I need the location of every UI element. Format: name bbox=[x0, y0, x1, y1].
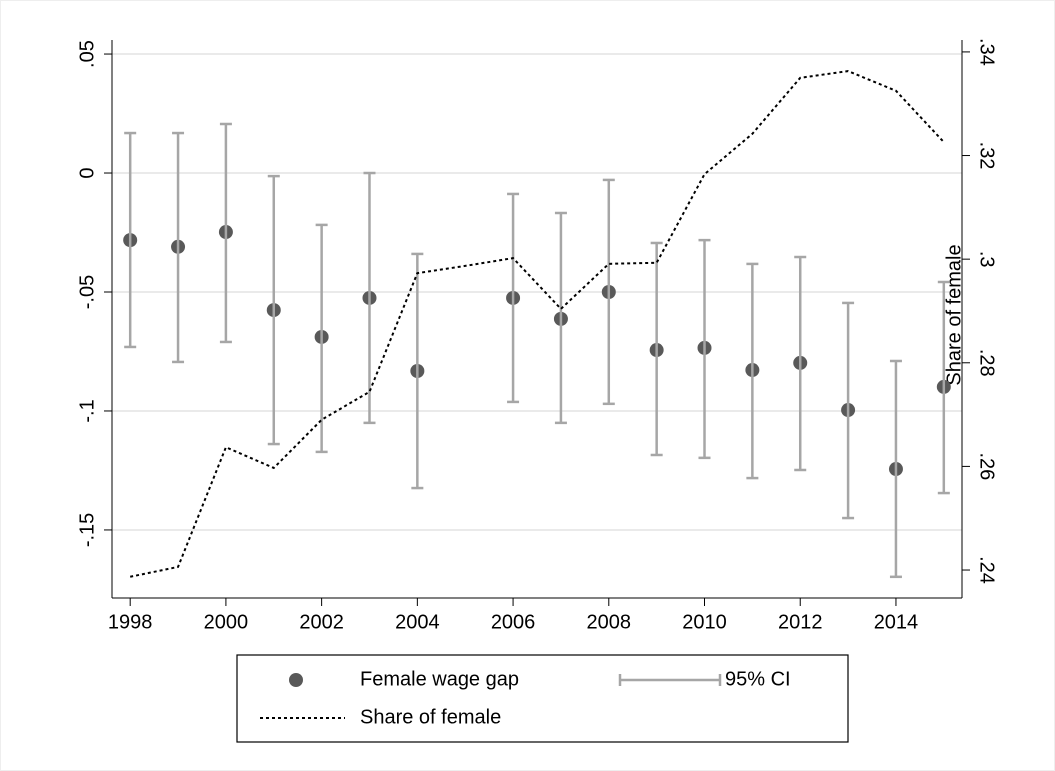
legend-box bbox=[236, 654, 849, 743]
line bbox=[129, 70, 945, 578]
y2-axis-title: Share of female bbox=[943, 244, 965, 385]
error-bar bbox=[219, 122, 232, 344]
x-tick-label: 2006 bbox=[491, 611, 536, 633]
y2-tick-label: .3 bbox=[976, 251, 998, 268]
y-tick-label: -.1 bbox=[76, 399, 98, 422]
error-bar bbox=[602, 178, 615, 406]
y-tick-label: .05 bbox=[76, 40, 98, 68]
x-tick-label: 2004 bbox=[395, 611, 440, 633]
y-tick-label: -.15 bbox=[76, 513, 98, 547]
error-bar bbox=[794, 255, 807, 472]
error-bar bbox=[172, 131, 185, 364]
error-bar bbox=[124, 131, 137, 349]
error-bar bbox=[698, 238, 711, 460]
legend-symbol bbox=[289, 673, 303, 687]
x-tick-label: 2002 bbox=[299, 611, 344, 633]
error-bar bbox=[507, 192, 520, 404]
legend-label: Share of female bbox=[360, 706, 501, 728]
y2-tick-label: .34 bbox=[976, 38, 998, 66]
error-bar bbox=[889, 359, 902, 579]
legend-label: 95% CI bbox=[725, 668, 791, 690]
y2-tick-label: .24 bbox=[976, 556, 998, 584]
error-bar bbox=[411, 252, 424, 490]
y-tick-label: -.05 bbox=[76, 275, 98, 309]
legend-label: Female wage gap bbox=[360, 668, 519, 690]
error-bar bbox=[842, 301, 855, 520]
error-bar bbox=[267, 174, 280, 446]
x-tick-label: 2010 bbox=[682, 611, 727, 633]
y2-tick-label: .32 bbox=[976, 142, 998, 170]
x-tick-label: 1998 bbox=[108, 611, 153, 633]
x-tick-label: 2000 bbox=[204, 611, 249, 633]
x-tick-label: 2012 bbox=[778, 611, 823, 633]
x-tick-label: 2014 bbox=[874, 611, 919, 633]
error-bar bbox=[650, 241, 663, 457]
error-bar bbox=[937, 280, 950, 495]
error-bar bbox=[363, 171, 376, 425]
x-tick-label: 2008 bbox=[587, 611, 632, 633]
error-bar bbox=[554, 211, 567, 425]
error-bar bbox=[746, 262, 759, 480]
y2-tick-label: .26 bbox=[976, 452, 998, 480]
y2-tick-label: .28 bbox=[976, 349, 998, 377]
y-tick-label: 0 bbox=[76, 167, 98, 178]
error-bar bbox=[315, 223, 328, 454]
